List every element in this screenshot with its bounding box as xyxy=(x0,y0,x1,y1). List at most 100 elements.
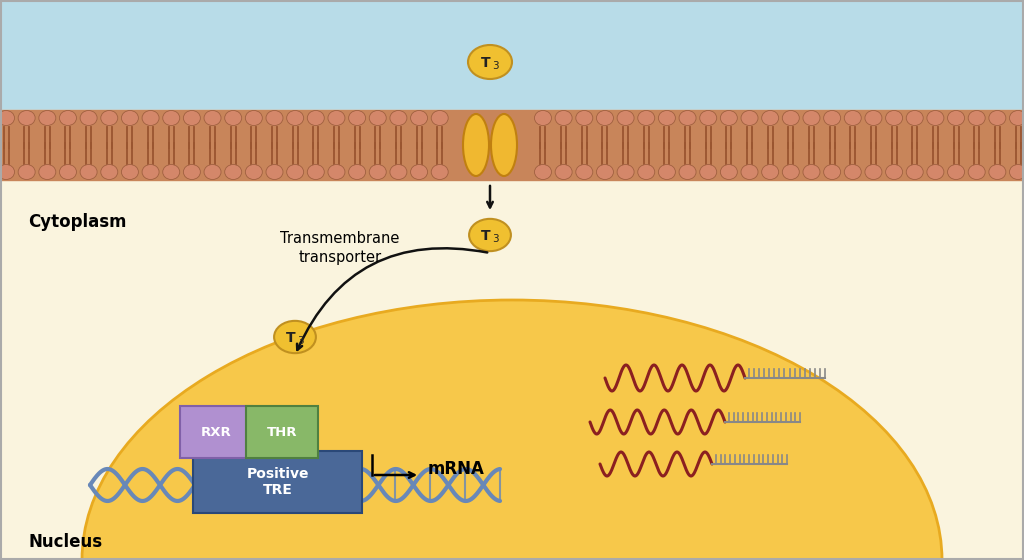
Ellipse shape xyxy=(266,110,283,125)
Ellipse shape xyxy=(431,110,449,125)
Ellipse shape xyxy=(535,110,552,125)
Ellipse shape xyxy=(699,165,717,180)
Ellipse shape xyxy=(886,110,902,125)
Ellipse shape xyxy=(163,110,180,125)
Ellipse shape xyxy=(39,165,55,180)
Ellipse shape xyxy=(679,110,696,125)
Ellipse shape xyxy=(468,45,512,79)
Bar xyxy=(0,0,1024,110)
Ellipse shape xyxy=(142,165,159,180)
Ellipse shape xyxy=(490,114,517,176)
Ellipse shape xyxy=(100,110,118,125)
Ellipse shape xyxy=(741,110,758,125)
Ellipse shape xyxy=(803,165,820,180)
Ellipse shape xyxy=(142,110,159,125)
Ellipse shape xyxy=(328,110,345,125)
Ellipse shape xyxy=(39,110,55,125)
Ellipse shape xyxy=(0,165,14,180)
Text: T: T xyxy=(286,331,296,345)
Ellipse shape xyxy=(617,110,634,125)
Ellipse shape xyxy=(782,165,800,180)
Ellipse shape xyxy=(390,165,407,180)
Ellipse shape xyxy=(246,165,262,180)
FancyBboxPatch shape xyxy=(180,406,252,458)
Ellipse shape xyxy=(679,165,696,180)
Ellipse shape xyxy=(80,110,97,125)
Ellipse shape xyxy=(390,110,407,125)
Ellipse shape xyxy=(431,165,449,180)
Ellipse shape xyxy=(596,110,613,125)
Text: RXR: RXR xyxy=(201,426,231,438)
Ellipse shape xyxy=(886,165,902,180)
Ellipse shape xyxy=(699,110,717,125)
Ellipse shape xyxy=(59,110,77,125)
Ellipse shape xyxy=(100,165,118,180)
Text: Nucleus: Nucleus xyxy=(28,533,102,551)
Ellipse shape xyxy=(844,165,861,180)
Bar xyxy=(0,110,1024,180)
Ellipse shape xyxy=(307,110,325,125)
Ellipse shape xyxy=(906,165,924,180)
Ellipse shape xyxy=(348,110,366,125)
Ellipse shape xyxy=(307,165,325,180)
Ellipse shape xyxy=(947,110,965,125)
Ellipse shape xyxy=(370,110,386,125)
Ellipse shape xyxy=(617,165,634,180)
Ellipse shape xyxy=(122,165,138,180)
Text: mRNA: mRNA xyxy=(428,460,485,478)
Ellipse shape xyxy=(969,165,985,180)
Ellipse shape xyxy=(969,110,985,125)
Ellipse shape xyxy=(274,321,315,353)
Ellipse shape xyxy=(741,165,758,180)
Ellipse shape xyxy=(596,165,613,180)
Text: 3: 3 xyxy=(297,336,303,346)
Ellipse shape xyxy=(411,165,428,180)
Ellipse shape xyxy=(1010,110,1024,125)
Ellipse shape xyxy=(183,110,201,125)
Ellipse shape xyxy=(823,165,841,180)
Ellipse shape xyxy=(762,165,778,180)
Ellipse shape xyxy=(287,165,304,180)
Ellipse shape xyxy=(224,110,242,125)
Ellipse shape xyxy=(370,165,386,180)
Text: T: T xyxy=(481,56,490,70)
Ellipse shape xyxy=(575,110,593,125)
Text: 3: 3 xyxy=(492,234,499,244)
Text: THR: THR xyxy=(266,426,297,438)
Ellipse shape xyxy=(18,165,35,180)
Ellipse shape xyxy=(927,110,944,125)
Text: Transmembrane
transporter: Transmembrane transporter xyxy=(281,231,399,265)
Text: Cytoplasm: Cytoplasm xyxy=(28,213,127,231)
Ellipse shape xyxy=(18,110,35,125)
Ellipse shape xyxy=(469,219,511,251)
Ellipse shape xyxy=(865,165,882,180)
Ellipse shape xyxy=(328,165,345,180)
Ellipse shape xyxy=(246,110,262,125)
Ellipse shape xyxy=(575,165,593,180)
Ellipse shape xyxy=(658,165,676,180)
Ellipse shape xyxy=(947,165,965,180)
Ellipse shape xyxy=(823,110,841,125)
Ellipse shape xyxy=(122,110,138,125)
Ellipse shape xyxy=(80,165,97,180)
Ellipse shape xyxy=(762,110,778,125)
Ellipse shape xyxy=(720,165,737,180)
Ellipse shape xyxy=(463,114,489,176)
Ellipse shape xyxy=(163,165,180,180)
Ellipse shape xyxy=(658,110,676,125)
Ellipse shape xyxy=(803,110,820,125)
Ellipse shape xyxy=(989,165,1006,180)
Ellipse shape xyxy=(183,165,201,180)
Ellipse shape xyxy=(555,110,572,125)
Text: 3: 3 xyxy=(492,61,499,71)
Bar xyxy=(0,110,1024,560)
Ellipse shape xyxy=(82,300,942,560)
Ellipse shape xyxy=(224,165,242,180)
Ellipse shape xyxy=(989,110,1006,125)
FancyBboxPatch shape xyxy=(246,406,318,458)
Ellipse shape xyxy=(266,165,283,180)
Ellipse shape xyxy=(927,165,944,180)
Ellipse shape xyxy=(638,165,654,180)
Ellipse shape xyxy=(0,110,14,125)
Ellipse shape xyxy=(348,165,366,180)
